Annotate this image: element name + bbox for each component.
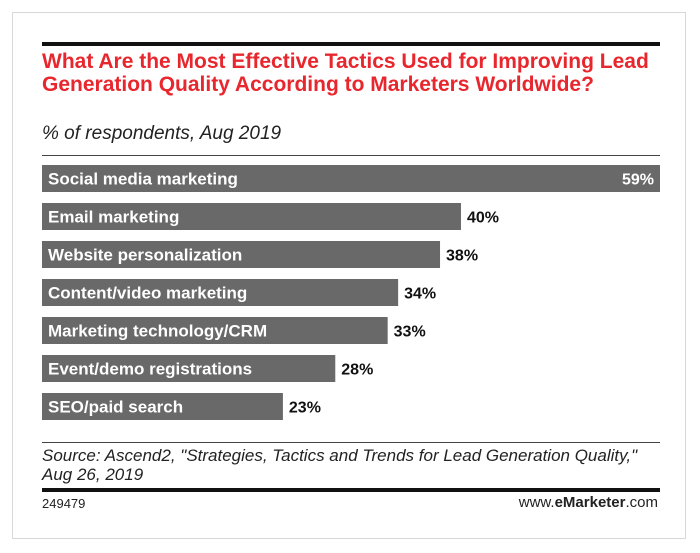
chart-id: 249479 — [42, 496, 86, 511]
bottom-rule — [42, 488, 660, 492]
chart-card — [12, 12, 686, 539]
bar-label-3: Content/video marketing — [48, 284, 247, 303]
bar-4 — [42, 317, 388, 344]
bar-label-1: Email marketing — [48, 208, 179, 227]
bar-2 — [42, 241, 441, 268]
bar-label-0: Social media marketing — [48, 170, 238, 189]
bar-label-6: SEO/paid search — [48, 398, 183, 417]
value-label-3: 34% — [404, 286, 436, 303]
brand-prefix: www. — [518, 494, 555, 511]
subtitle-rule — [42, 155, 660, 156]
bar-5 — [42, 355, 336, 382]
bar-6 — [42, 393, 283, 420]
value-label-6: 23% — [289, 400, 321, 417]
bar-label-5: Event/demo registrations — [48, 360, 252, 379]
value-label-2: 38% — [446, 248, 478, 265]
brand-link[interactable]: www.eMarketer.com — [519, 494, 658, 511]
bar-3 — [42, 279, 399, 306]
chart-title: What Are the Most Effective Tactics Used… — [42, 50, 649, 96]
bar-label-4: Marketing technology/CRM — [48, 322, 267, 341]
value-label-4: 33% — [394, 324, 426, 341]
bar-label-2: Website personalization — [48, 246, 242, 265]
bar-chart: Social media marketing 59% Email marketing… — [42, 165, 660, 420]
source-note: Source: Ascend2, "Strategies, Tactics an… — [42, 446, 638, 484]
brand-suffix: .com — [625, 494, 658, 511]
chart-subtitle: % of respondents, Aug 2019 — [42, 123, 282, 144]
source-rule — [42, 442, 660, 443]
value-label-5: 28% — [341, 362, 373, 379]
brand-name: eMarketer — [554, 494, 626, 511]
value-label-0: 59% — [622, 172, 654, 189]
bar-0 — [42, 165, 660, 192]
top-rule — [42, 42, 660, 46]
value-label-1: 40% — [467, 210, 499, 227]
bar-1 — [42, 203, 461, 230]
